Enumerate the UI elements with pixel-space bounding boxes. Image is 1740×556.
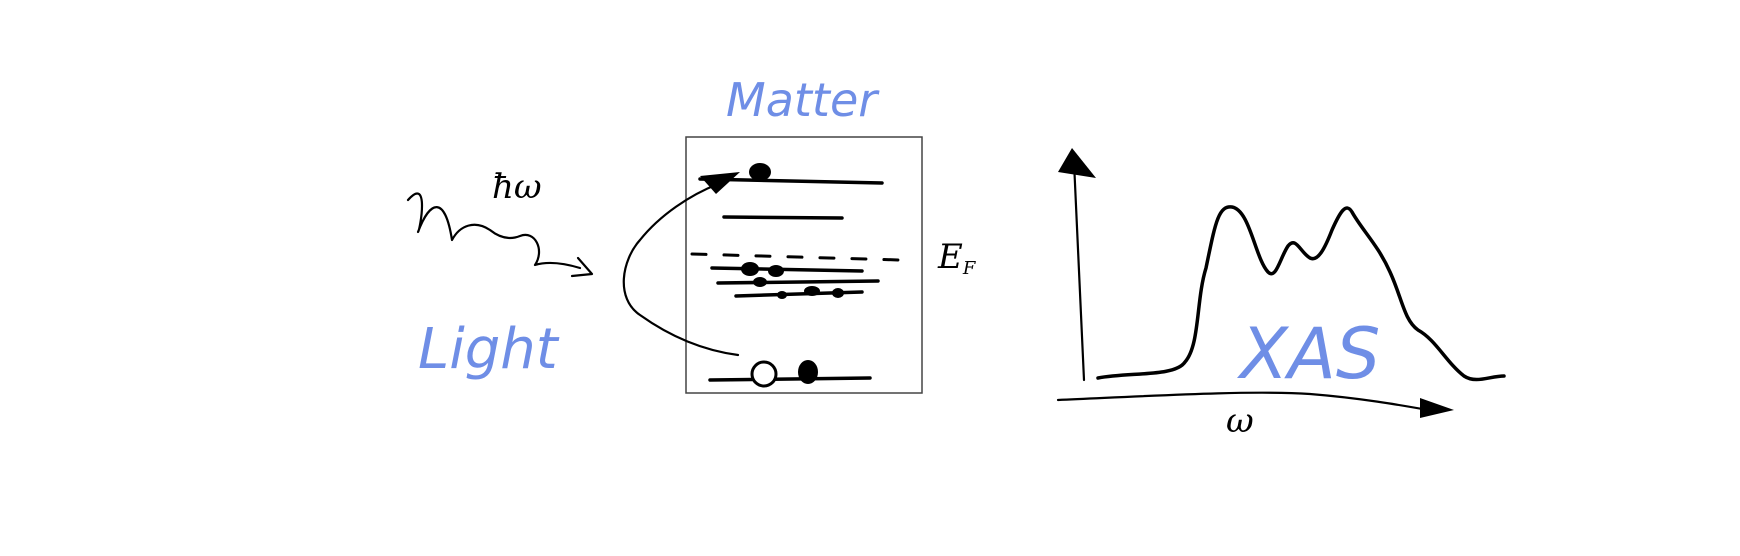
valence-electron: [804, 286, 820, 296]
energy-level-occupied-2: [716, 279, 880, 285]
photon-energy-label: ħω: [492, 167, 542, 207]
y-axis: [1072, 160, 1086, 382]
valence-electron: [753, 277, 767, 287]
spectrum-group: ω XAS: [1056, 148, 1506, 441]
x-axis: [1056, 391, 1430, 412]
valence-electron: [741, 262, 759, 276]
fermi-level-line: [690, 252, 902, 262]
core-hole: [750, 360, 778, 388]
xas-spectrum-curve: [1096, 205, 1506, 382]
photon-arrowhead: [570, 256, 594, 278]
frequency-axis-label: ω: [1226, 401, 1254, 441]
curved-arrow-icon: [622, 182, 740, 357]
x-axis-arrowhead: [1420, 398, 1454, 418]
core-electron: [798, 360, 818, 384]
energy-level-2: [722, 215, 844, 220]
energy-level-occupied-1: [710, 266, 864, 273]
core-level: [708, 376, 872, 382]
light-label: Light: [418, 317, 560, 382]
valence-electron: [768, 265, 784, 277]
y-axis-arrowhead: [1058, 148, 1096, 178]
valence-electron: [777, 291, 787, 299]
matter-box: [685, 136, 923, 394]
xas-label: XAS: [1236, 313, 1380, 395]
matter-label: Matter: [726, 73, 880, 127]
excited-electron: [749, 163, 771, 181]
matter-group: Matter EF: [622, 73, 977, 394]
light-group: ħω Light: [406, 167, 594, 382]
valence-electron: [832, 288, 844, 298]
excitation-arrowhead: [700, 172, 740, 194]
fermi-level-label: EF: [937, 237, 977, 279]
wavy-arrow-icon: [406, 192, 582, 270]
